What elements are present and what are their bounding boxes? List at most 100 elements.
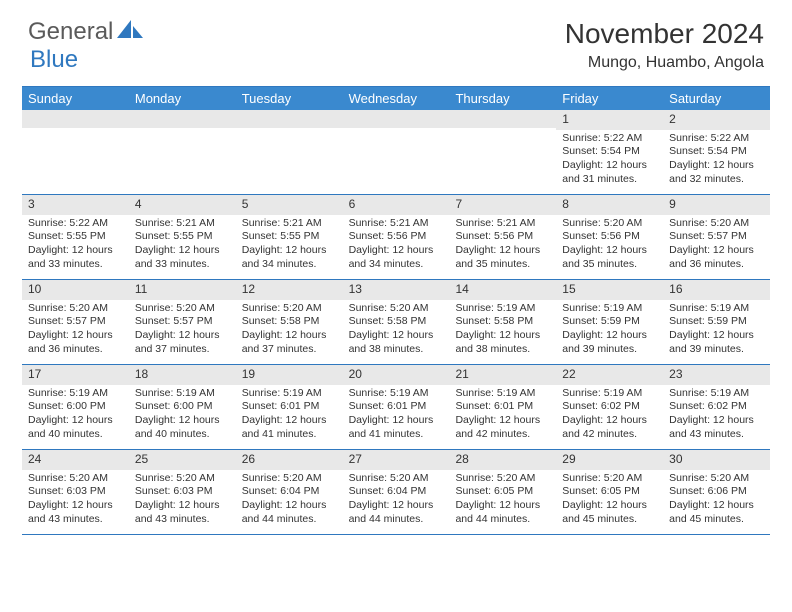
day-number: 11 (129, 280, 236, 300)
day-number: 29 (556, 450, 663, 470)
month-title: November 2024 (565, 18, 764, 50)
daylight-line-1: Daylight: 12 hours (669, 499, 764, 513)
daylight-line-1: Daylight: 12 hours (669, 329, 764, 343)
sunset-text: Sunset: 5:57 PM (669, 230, 764, 244)
sunrise-text: Sunrise: 5:19 AM (562, 387, 657, 401)
sunrise-text: Sunrise: 5:20 AM (135, 302, 230, 316)
day-number: 12 (236, 280, 343, 300)
logo: General (28, 18, 145, 46)
sunset-text: Sunset: 6:05 PM (455, 485, 550, 499)
daylight-line-2: and 36 minutes. (28, 343, 123, 357)
day-number: 23 (663, 365, 770, 385)
day-body: Sunrise: 5:20 AMSunset: 6:05 PMDaylight:… (556, 470, 663, 531)
sunset-text: Sunset: 6:02 PM (669, 400, 764, 414)
title-block: November 2024 Mungo, Huambo, Angola (565, 18, 764, 72)
day-number (236, 110, 343, 128)
daylight-line-1: Daylight: 12 hours (135, 329, 230, 343)
sunset-text: Sunset: 5:59 PM (669, 315, 764, 329)
day-cell: 4Sunrise: 5:21 AMSunset: 5:55 PMDaylight… (129, 195, 236, 279)
day-body: Sunrise: 5:20 AMSunset: 5:56 PMDaylight:… (556, 215, 663, 276)
daylight-line-1: Daylight: 12 hours (135, 244, 230, 258)
day-header-tue: Tuesday (236, 87, 343, 110)
daylight-line-1: Daylight: 12 hours (349, 244, 444, 258)
day-body: Sunrise: 5:20 AMSunset: 6:04 PMDaylight:… (236, 470, 343, 531)
sunset-text: Sunset: 6:03 PM (135, 485, 230, 499)
day-body: Sunrise: 5:21 AMSunset: 5:55 PMDaylight:… (236, 215, 343, 276)
daylight-line-1: Daylight: 12 hours (349, 499, 444, 513)
day-number: 6 (343, 195, 450, 215)
day-number: 7 (449, 195, 556, 215)
sunrise-text: Sunrise: 5:22 AM (562, 132, 657, 146)
sunset-text: Sunset: 5:56 PM (349, 230, 444, 244)
page-header: General November 2024 Mungo, Huambo, Ang… (0, 0, 792, 80)
sunset-text: Sunset: 6:00 PM (28, 400, 123, 414)
day-body: Sunrise: 5:20 AMSunset: 6:06 PMDaylight:… (663, 470, 770, 531)
daylight-line-2: and 42 minutes. (455, 428, 550, 442)
daylight-line-2: and 40 minutes. (28, 428, 123, 442)
sunset-text: Sunset: 5:57 PM (28, 315, 123, 329)
sunset-text: Sunset: 5:58 PM (455, 315, 550, 329)
daylight-line-2: and 39 minutes. (562, 343, 657, 357)
daylight-line-2: and 41 minutes. (242, 428, 337, 442)
day-cell: 29Sunrise: 5:20 AMSunset: 6:05 PMDayligh… (556, 450, 663, 534)
day-body: Sunrise: 5:19 AMSunset: 6:02 PMDaylight:… (663, 385, 770, 446)
sunrise-text: Sunrise: 5:20 AM (242, 472, 337, 486)
sunset-text: Sunset: 6:06 PM (669, 485, 764, 499)
daylight-line-1: Daylight: 12 hours (242, 329, 337, 343)
day-number: 30 (663, 450, 770, 470)
day-number: 13 (343, 280, 450, 300)
daylight-line-2: and 33 minutes. (28, 258, 123, 272)
day-header-mon: Monday (129, 87, 236, 110)
sunrise-text: Sunrise: 5:19 AM (455, 387, 550, 401)
day-cell: 28Sunrise: 5:20 AMSunset: 6:05 PMDayligh… (449, 450, 556, 534)
sunrise-text: Sunrise: 5:19 AM (135, 387, 230, 401)
calendar: Sunday Monday Tuesday Wednesday Thursday… (22, 86, 770, 535)
sunset-text: Sunset: 6:01 PM (349, 400, 444, 414)
day-body: Sunrise: 5:22 AMSunset: 5:54 PMDaylight:… (556, 130, 663, 191)
daylight-line-2: and 34 minutes. (349, 258, 444, 272)
day-cell (449, 110, 556, 194)
day-body: Sunrise: 5:19 AMSunset: 5:58 PMDaylight:… (449, 300, 556, 361)
sunrise-text: Sunrise: 5:20 AM (349, 472, 444, 486)
sunrise-text: Sunrise: 5:20 AM (455, 472, 550, 486)
daylight-line-1: Daylight: 12 hours (28, 244, 123, 258)
daylight-line-1: Daylight: 12 hours (349, 329, 444, 343)
day-cell: 27Sunrise: 5:20 AMSunset: 6:04 PMDayligh… (343, 450, 450, 534)
daylight-line-1: Daylight: 12 hours (669, 244, 764, 258)
daylight-line-2: and 38 minutes. (455, 343, 550, 357)
day-cell: 23Sunrise: 5:19 AMSunset: 6:02 PMDayligh… (663, 365, 770, 449)
day-number: 18 (129, 365, 236, 385)
day-cell: 18Sunrise: 5:19 AMSunset: 6:00 PMDayligh… (129, 365, 236, 449)
day-body: Sunrise: 5:19 AMSunset: 6:01 PMDaylight:… (449, 385, 556, 446)
day-number: 10 (22, 280, 129, 300)
sunset-text: Sunset: 5:54 PM (669, 145, 764, 159)
daylight-line-1: Daylight: 12 hours (455, 244, 550, 258)
sunrise-text: Sunrise: 5:21 AM (135, 217, 230, 231)
daylight-line-1: Daylight: 12 hours (455, 499, 550, 513)
day-cell: 20Sunrise: 5:19 AMSunset: 6:01 PMDayligh… (343, 365, 450, 449)
day-cell: 24Sunrise: 5:20 AMSunset: 6:03 PMDayligh… (22, 450, 129, 534)
day-header-sun: Sunday (22, 87, 129, 110)
day-cell: 8Sunrise: 5:20 AMSunset: 5:56 PMDaylight… (556, 195, 663, 279)
sunrise-text: Sunrise: 5:19 AM (669, 302, 764, 316)
sunrise-text: Sunrise: 5:19 AM (669, 387, 764, 401)
week-row: 17Sunrise: 5:19 AMSunset: 6:00 PMDayligh… (22, 365, 770, 450)
daylight-line-2: and 37 minutes. (242, 343, 337, 357)
day-body: Sunrise: 5:20 AMSunset: 5:58 PMDaylight:… (236, 300, 343, 361)
daylight-line-1: Daylight: 12 hours (455, 329, 550, 343)
sunrise-text: Sunrise: 5:19 AM (349, 387, 444, 401)
daylight-line-1: Daylight: 12 hours (455, 414, 550, 428)
day-number: 9 (663, 195, 770, 215)
sunset-text: Sunset: 6:01 PM (242, 400, 337, 414)
day-cell (129, 110, 236, 194)
sunset-text: Sunset: 5:55 PM (242, 230, 337, 244)
daylight-line-2: and 41 minutes. (349, 428, 444, 442)
day-cell: 15Sunrise: 5:19 AMSunset: 5:59 PMDayligh… (556, 280, 663, 364)
day-number: 14 (449, 280, 556, 300)
day-number (129, 110, 236, 128)
day-body: Sunrise: 5:22 AMSunset: 5:55 PMDaylight:… (22, 215, 129, 276)
day-body: Sunrise: 5:20 AMSunset: 5:57 PMDaylight:… (663, 215, 770, 276)
sunset-text: Sunset: 6:05 PM (562, 485, 657, 499)
daylight-line-1: Daylight: 12 hours (242, 244, 337, 258)
daylight-line-2: and 44 minutes. (242, 513, 337, 527)
